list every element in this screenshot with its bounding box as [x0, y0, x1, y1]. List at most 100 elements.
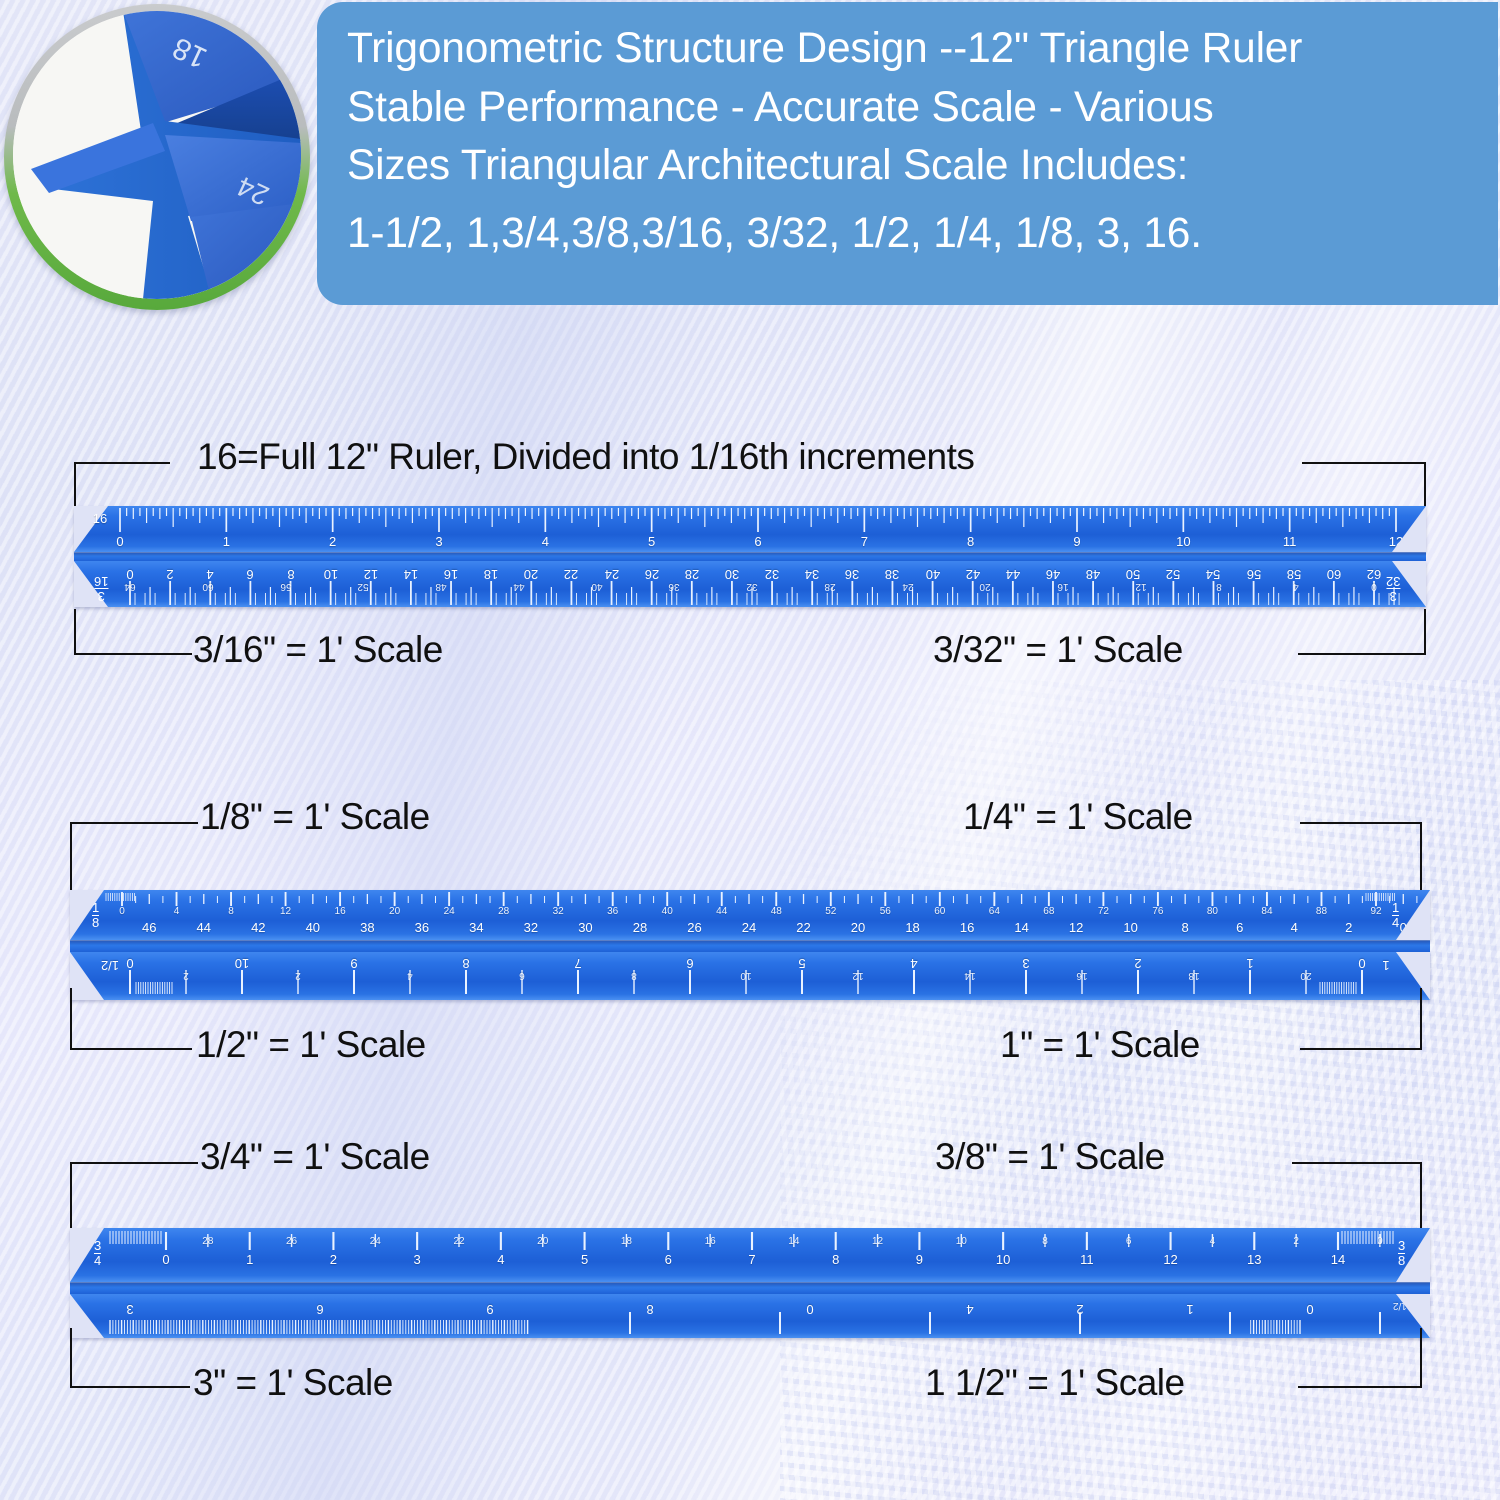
ruler-number: 6	[1236, 920, 1244, 935]
label-3-inch-scale: 3" = 1' Scale	[193, 1362, 393, 1403]
product-title-banner: Trigonometric Structure Design --12" Tri…	[317, 2, 1498, 305]
ruler-number: 3	[126, 1302, 134, 1317]
ruler-number: 10	[995, 1252, 1011, 1267]
ruler-number: 10	[1123, 920, 1138, 935]
ruler-number: 14	[964, 970, 976, 981]
label-1-4-scale: 1/4" = 1' Scale	[963, 796, 1193, 837]
ruler-number: 8	[967, 534, 975, 549]
bottom-bracket-row: 3/16" = 1' Scale 3/32" = 1' Scale	[0, 609, 1500, 677]
ruler-number: 9	[915, 1252, 924, 1267]
ruler-number: 4	[206, 567, 214, 582]
ruler-number: 5	[648, 534, 656, 549]
face-1-8-1-4: 0 4 8 12 16 20 24 28 32 36 40 44 48 52 56 60 64 68 72 76 80 8…	[70, 890, 1430, 940]
ruler-number: 42	[251, 920, 266, 935]
header-banner-area: 18 24 Trigonometric Structure Design --1…	[0, 0, 1500, 310]
ruler-number: 4	[407, 970, 413, 981]
bracket-right-tick	[1420, 1162, 1422, 1228]
ruler-number: 34	[804, 567, 820, 582]
ruler-number: 8	[1181, 920, 1189, 935]
ruler-number: 84	[1261, 906, 1273, 917]
ruler-number: 0	[119, 906, 125, 917]
face-inch-16-ticks	[74, 506, 1426, 552]
ruler-number: 0	[806, 1302, 814, 1317]
face-1-8-ticks	[70, 890, 1430, 940]
ruler-number: 1/2	[100, 958, 120, 973]
ruler-number: 4	[173, 906, 180, 917]
ruler-number: 12	[1135, 581, 1147, 592]
ruler-number: 0	[1306, 1302, 1314, 1317]
face-3-4-numbers: 0 1 2 3 4 5 6 7 8 9 10 11 12 13 14 28 26 24 22 20 18 16 14 12 10…	[70, 1228, 1430, 1282]
ruler-number: 14	[403, 567, 419, 582]
ruler-number: 38	[360, 920, 375, 935]
ruler-number: 60	[934, 906, 946, 917]
ruler-number: 2	[1076, 1302, 1084, 1317]
ruler-number: 13	[1247, 1252, 1262, 1267]
face-1-2-numbers: 0 10 9 8 7 6 5 4 3 2 1 0 2 2 4 6 8 10 12 14 16 18 20 1/2 1	[70, 952, 1430, 1000]
ruler-number: 10	[955, 1236, 967, 1247]
bottom-bracket-row: 1/2" = 1' Scale 1" = 1' Scale	[0, 988, 1500, 1072]
ruler-number: 8	[1215, 581, 1222, 592]
ruler-number: 2	[1345, 920, 1353, 935]
label-16-full-ruler: 16=Full 12" Ruler, Divided into 1/16th i…	[197, 436, 975, 477]
bracket-left-tick	[70, 1328, 72, 1388]
ruler-number: 3	[435, 534, 443, 549]
bracket-right-arm	[1300, 1048, 1422, 1050]
face-1-2-1: 0 10 9 8 7 6 5 4 3 2 1 0 2 2 4 6 8 10 12 14 16 18 20 1/2 1	[70, 952, 1430, 1000]
ruler-middle-seam	[70, 940, 1430, 952]
ruler-number: 36	[414, 920, 430, 935]
ruler-number: 40	[305, 920, 321, 935]
ruler-number: 68	[1043, 906, 1055, 917]
ruler-number: 14	[1014, 920, 1029, 935]
ruler-number: 46	[1045, 567, 1061, 582]
ruler-number: 10	[234, 956, 250, 971]
ruler-number: 12	[363, 567, 378, 582]
bracket-left-arm	[70, 1386, 190, 1388]
ruler-bottom-seam	[70, 1282, 1430, 1294]
ruler-number: 18	[1188, 970, 1200, 981]
bracket-right-arm	[1302, 462, 1426, 464]
ruler-number: 4	[497, 1252, 505, 1267]
label-1-inch-scale: 1" = 1' Scale	[1000, 1024, 1200, 1065]
ruler-number: 10	[1176, 534, 1191, 549]
ruler-number: 6	[664, 1252, 672, 1267]
ruler-number: 0	[1358, 956, 1366, 971]
ruler-fraction-marker: 3 32	[1386, 574, 1401, 604]
bracket-left-tick	[70, 1162, 72, 1228]
ruler-number: 1	[222, 534, 230, 549]
ruler-number: 44	[1005, 567, 1021, 582]
ruler-number: 28	[824, 581, 836, 592]
ruler-number: 62	[1366, 567, 1382, 582]
ruler-number: 72	[1097, 906, 1109, 917]
label-3-32-scale: 3/32" = 1' Scale	[933, 629, 1183, 670]
ruler-number: 40	[661, 906, 673, 917]
label-1-8-scale: 1/8" = 1' Scale	[200, 796, 430, 837]
bracket-right-arm	[1298, 653, 1426, 655]
tick-marks	[109, 1231, 1394, 1250]
ruler-number: 28	[202, 1236, 214, 1247]
ruler-number: 16	[1076, 970, 1088, 981]
face-3-inch-numbers: 3 6 9 8 0 4 2 1 0 1 1/2	[70, 1294, 1430, 1338]
ruler-number: 5	[580, 1252, 589, 1267]
ruler-number: 36	[845, 567, 860, 582]
label-1-2-scale: 1/2" = 1' Scale	[196, 1024, 426, 1065]
ruler-number: 12	[1163, 1252, 1178, 1267]
bracket-right-arm	[1300, 822, 1422, 824]
ruler-number: 8	[462, 956, 470, 971]
ruler-number: 30	[578, 920, 593, 935]
ruler-number: 6	[754, 534, 762, 549]
ruler-number: 24	[741, 920, 757, 935]
ruler-number: 40	[590, 581, 603, 592]
ruler-number: 0	[162, 1252, 170, 1267]
ruler-fraction-marker: 3 16	[94, 574, 109, 604]
ruler-number: 58	[1286, 567, 1301, 582]
ruler-number: 0	[1399, 920, 1407, 935]
ruler-number: 80	[1206, 906, 1218, 917]
face-inch-16: 0 1 2 3 4 5 6 7 8 9 10 11 12 16	[74, 506, 1426, 552]
ruler-number: 36	[607, 906, 619, 917]
ruler-number: 28	[684, 567, 700, 582]
ruler-number: 48	[1085, 567, 1101, 582]
ruler-number: 16	[959, 920, 975, 935]
ruler-number: 2	[295, 970, 301, 981]
ruler-number: 34	[469, 920, 484, 935]
